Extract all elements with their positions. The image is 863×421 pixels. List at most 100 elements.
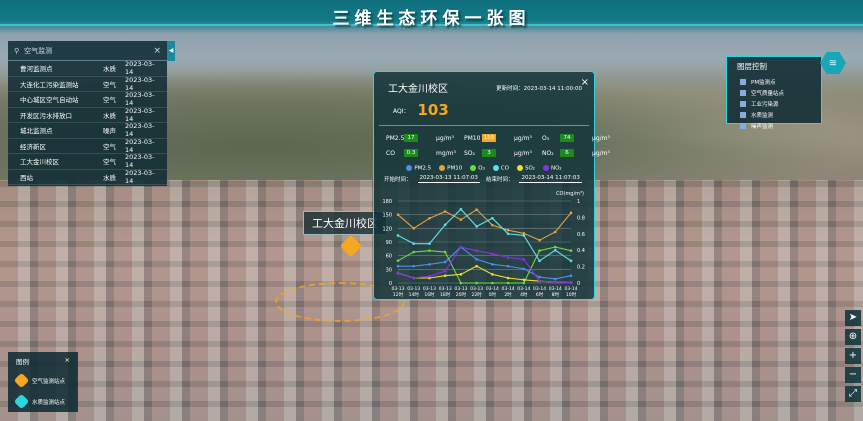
search-input[interactable]: 空气监测 [24, 46, 53, 55]
collapse-panel-button[interactable]: ◀ [167, 41, 175, 61]
data-point[interactable] [428, 276, 431, 279]
data-point[interactable] [538, 259, 541, 262]
layer-item[interactable]: 空气质量站点 [727, 87, 821, 98]
data-point[interactable] [553, 245, 557, 248]
zoom-in-button[interactable]: + [845, 348, 861, 364]
start-time-input[interactable]: 2023-03-13 11:07:03 [417, 174, 480, 183]
data-point[interactable] [475, 207, 478, 211]
layer-checkbox[interactable] [740, 78, 746, 85]
legend-item[interactable]: PM10 [439, 165, 462, 172]
legend-item[interactable]: PM2.5 [406, 165, 431, 172]
data-point[interactable] [569, 248, 573, 252]
data-point[interactable] [443, 222, 447, 226]
list-item[interactable]: 开发区污水排放口 水质 2023-03-14 [8, 107, 167, 123]
data-point[interactable] [412, 276, 416, 279]
data-point[interactable] [522, 231, 526, 235]
legend-item[interactable]: NO₂ [542, 165, 562, 172]
data-point[interactable] [412, 226, 416, 230]
compass-icon[interactable]: ⊕ [845, 329, 861, 345]
data-point[interactable] [475, 257, 478, 261]
data-point[interactable] [396, 264, 400, 267]
data-point[interactable] [569, 259, 573, 262]
data-point[interactable] [428, 262, 431, 266]
data-point[interactable] [522, 281, 526, 284]
data-point[interactable] [506, 276, 510, 279]
data-point[interactable] [538, 275, 541, 278]
close-legend-button[interactable]: × [64, 356, 70, 364]
data-point[interactable] [412, 250, 416, 253]
data-point[interactable] [522, 278, 526, 281]
data-point[interactable] [553, 277, 557, 280]
data-point[interactable] [491, 262, 494, 266]
layer-checkbox[interactable] [740, 111, 746, 118]
list-item[interactable]: 曹河监测点 水质 2023-03-14 [8, 60, 167, 77]
data-point[interactable] [396, 258, 400, 262]
data-point[interactable] [396, 271, 400, 274]
data-point[interactable] [553, 248, 557, 251]
data-point[interactable] [553, 230, 557, 233]
zoom-out-button[interactable]: − [845, 367, 861, 383]
data-point[interactable] [412, 241, 416, 245]
data-point[interactable] [475, 224, 478, 228]
data-point[interactable] [538, 279, 541, 282]
data-point[interactable] [506, 281, 510, 284]
data-point[interactable] [506, 228, 510, 231]
data-point[interactable] [459, 245, 463, 248]
navigate-icon[interactable]: ➤ [845, 310, 861, 326]
list-item[interactable]: 工大金川校区 空气 2023-03-14 [8, 153, 167, 170]
layer-item[interactable]: PM监测点 [727, 76, 821, 87]
list-item[interactable]: 城北监测点 噪声 2023-03-14 [8, 122, 167, 139]
list-item[interactable]: 经济新区 空气 2023-03-14 [8, 138, 167, 154]
data-point[interactable] [522, 233, 526, 237]
data-point[interactable] [491, 223, 494, 226]
list-item[interactable]: 西站 水质 2023-03-14 [8, 169, 167, 185]
legend-item[interactable]: O₃ [470, 165, 485, 172]
fullscreen-button[interactable]: ⤢ [845, 386, 861, 402]
data-point[interactable] [443, 269, 447, 272]
data-point[interactable] [506, 232, 510, 235]
data-point[interactable] [428, 248, 431, 252]
data-point[interactable] [475, 248, 478, 252]
search-box[interactable]: ⚲ 空气监测 × [8, 41, 167, 61]
layer-item[interactable]: 噪声监测 [727, 120, 821, 131]
layer-item[interactable]: 水质监测 [727, 109, 821, 120]
data-point[interactable] [522, 257, 526, 261]
data-point[interactable] [459, 217, 463, 221]
data-point[interactable] [491, 252, 494, 255]
data-point[interactable] [506, 264, 510, 267]
legend-item[interactable]: SO₂ [516, 165, 535, 172]
data-point[interactable] [538, 238, 541, 241]
close-popup-button[interactable]: × [580, 77, 589, 88]
legend-item[interactable]: CO [492, 165, 509, 172]
data-point[interactable] [428, 241, 431, 245]
data-point[interactable] [491, 216, 494, 220]
layer-item[interactable]: 工业污染源 [727, 98, 821, 109]
data-point[interactable] [569, 211, 573, 214]
data-point[interactable] [491, 272, 494, 276]
data-point[interactable] [396, 233, 400, 237]
data-point[interactable] [428, 274, 431, 277]
data-point[interactable] [475, 281, 478, 284]
data-point[interactable] [443, 260, 447, 263]
data-point[interactable] [569, 280, 573, 284]
data-point[interactable] [522, 267, 526, 270]
data-point[interactable] [506, 255, 510, 259]
data-point[interactable] [475, 264, 478, 267]
data-point[interactable] [459, 272, 463, 276]
data-point[interactable] [459, 281, 463, 284]
data-point[interactable] [396, 212, 400, 216]
data-point[interactable] [443, 250, 447, 253]
data-point[interactable] [459, 207, 463, 210]
list-item[interactable]: 中心城区空气自动站 空气 2023-03-14 [8, 91, 167, 108]
layer-checkbox[interactable] [740, 89, 746, 96]
data-point[interactable] [428, 216, 431, 220]
data-point[interactable] [412, 264, 416, 267]
layers-icon[interactable]: ≋ [820, 52, 846, 74]
data-point[interactable] [443, 209, 447, 213]
layer-checkbox[interactable] [740, 100, 746, 107]
data-point[interactable] [538, 248, 541, 252]
data-point[interactable] [569, 273, 573, 277]
list-item[interactable]: 大连化工污染监测站 空气 2023-03-14 [8, 76, 167, 92]
data-point[interactable] [553, 280, 557, 283]
end-time-input[interactable]: 2023-03-14 11:07:03 [519, 174, 582, 183]
